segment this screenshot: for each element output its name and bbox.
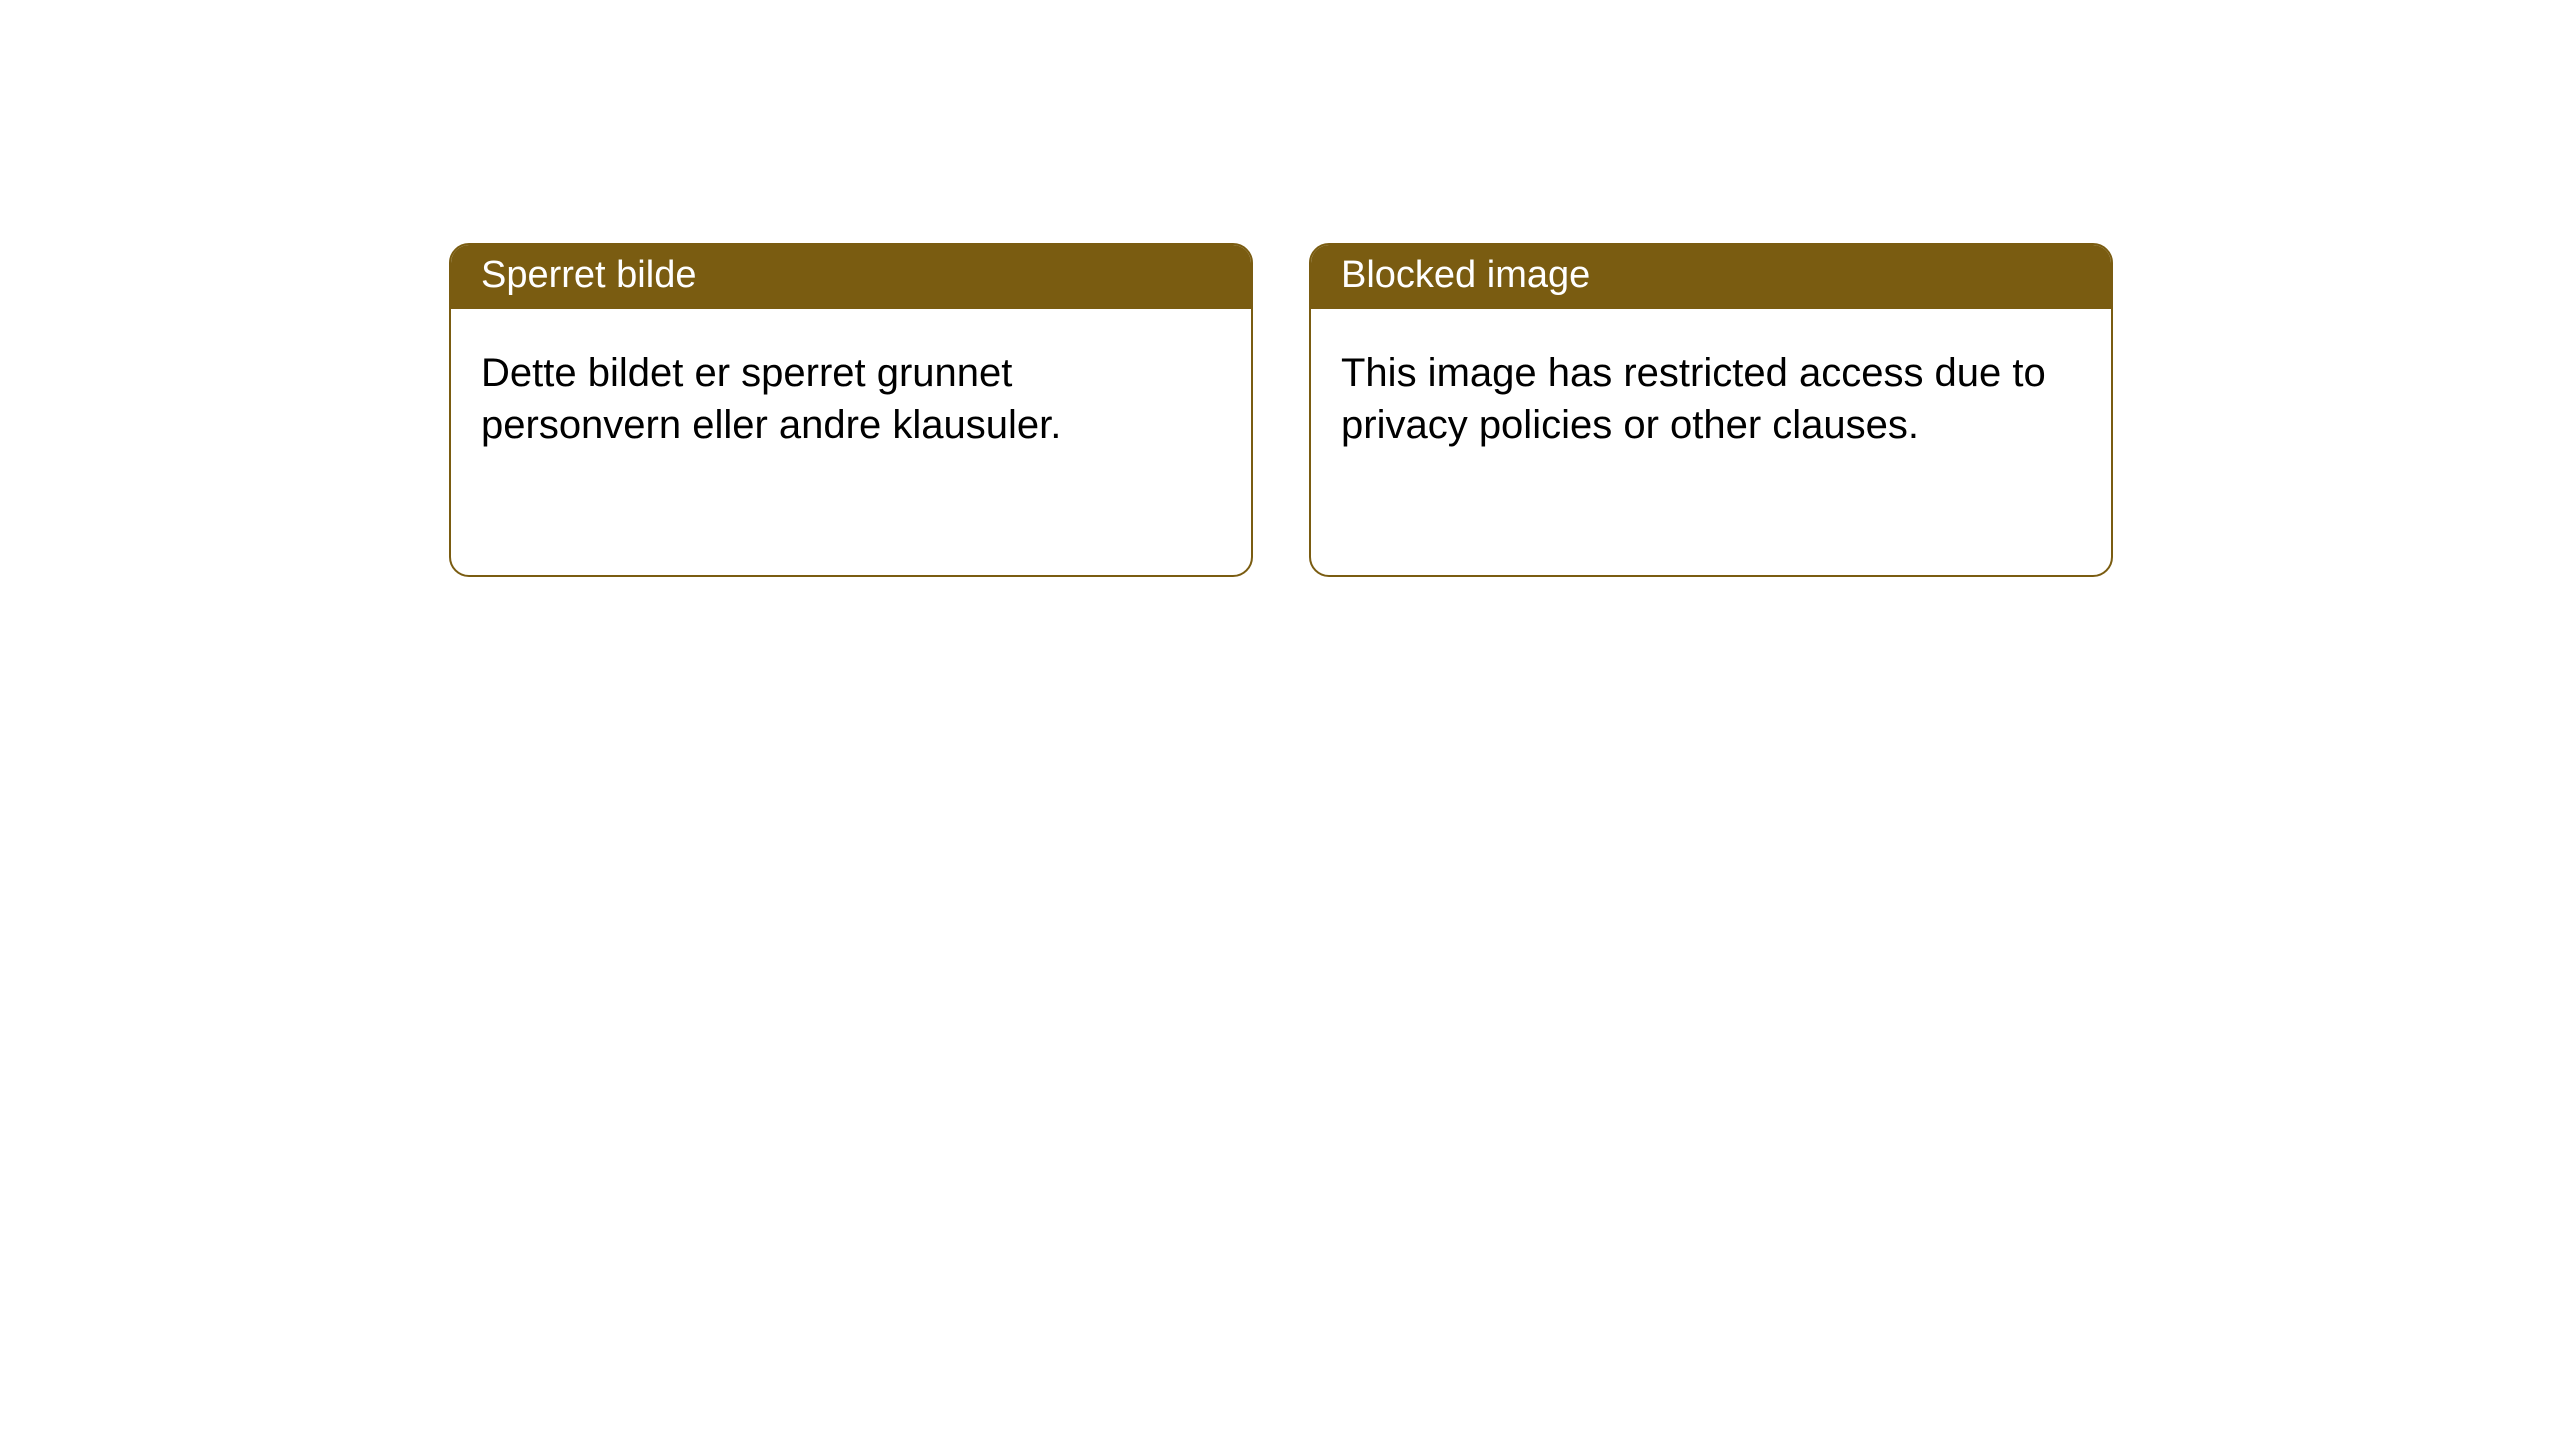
blocked-image-card-no: Sperret bilde Dette bildet er sperret gr…: [449, 243, 1253, 577]
card-body: Dette bildet er sperret grunnet personve…: [451, 309, 1251, 491]
card-header: Sperret bilde: [451, 245, 1251, 309]
blocked-image-card-en: Blocked image This image has restricted …: [1309, 243, 2113, 577]
card-header: Blocked image: [1311, 245, 2111, 309]
blocked-image-cards: Sperret bilde Dette bildet er sperret gr…: [449, 243, 2560, 577]
card-body: This image has restricted access due to …: [1311, 309, 2111, 491]
